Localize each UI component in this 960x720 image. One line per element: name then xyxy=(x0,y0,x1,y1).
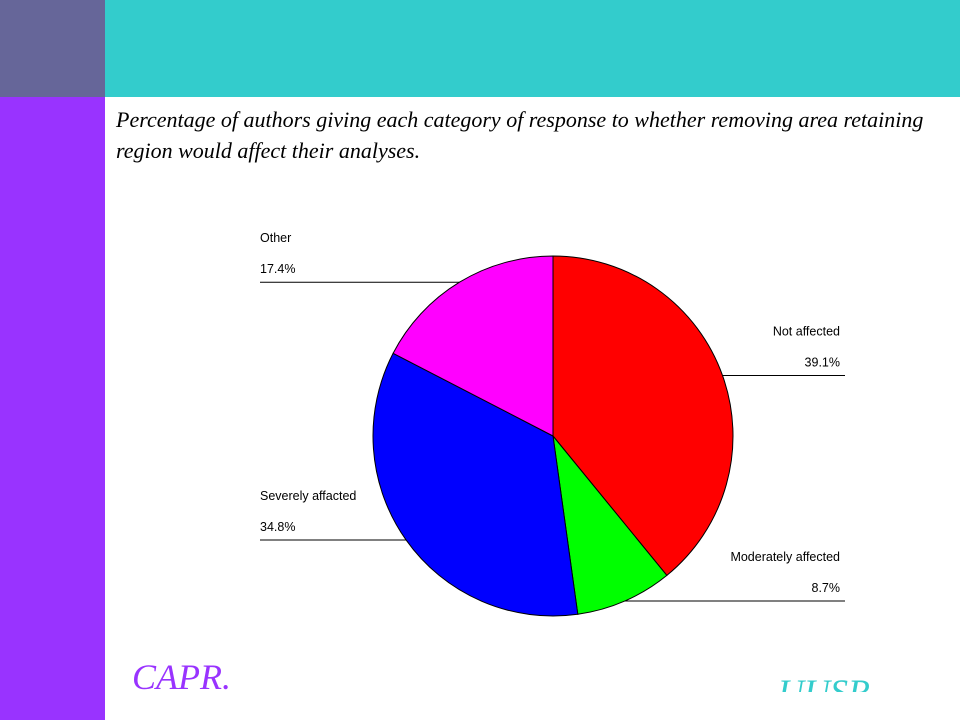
pie-label-severely-affacted: Severely affacted xyxy=(260,489,356,503)
footer-right-clip: UUSR xyxy=(760,672,870,692)
chart-caption: Percentage of authors giving each catego… xyxy=(116,107,924,163)
pie-label-other: Other xyxy=(260,231,291,245)
footer-right-text: UUSR xyxy=(778,672,870,692)
pie-value-not-affected: 39.1% xyxy=(805,356,840,370)
pie-value-other: 17.4% xyxy=(260,262,295,276)
pie-value-severely-affacted: 34.8% xyxy=(260,520,295,534)
footer-left-text: CAPR. xyxy=(132,657,231,697)
left-bar-top-block xyxy=(0,0,105,97)
pie-label-not-affected: Not affected xyxy=(773,325,840,339)
top-accent-bar xyxy=(105,0,960,97)
pie-slice-moderately-affected xyxy=(552,434,668,615)
pie-slices xyxy=(372,255,734,617)
pie-label-moderately-affected: Moderately affected xyxy=(730,550,840,564)
pie-value-moderately-affected: 8.7% xyxy=(812,581,841,595)
left-accent-bar xyxy=(0,97,105,720)
pie-labels: Not affected 39.1% Moderately affected 8.7%… xyxy=(260,231,840,595)
pie-leader-lines xyxy=(260,281,845,602)
